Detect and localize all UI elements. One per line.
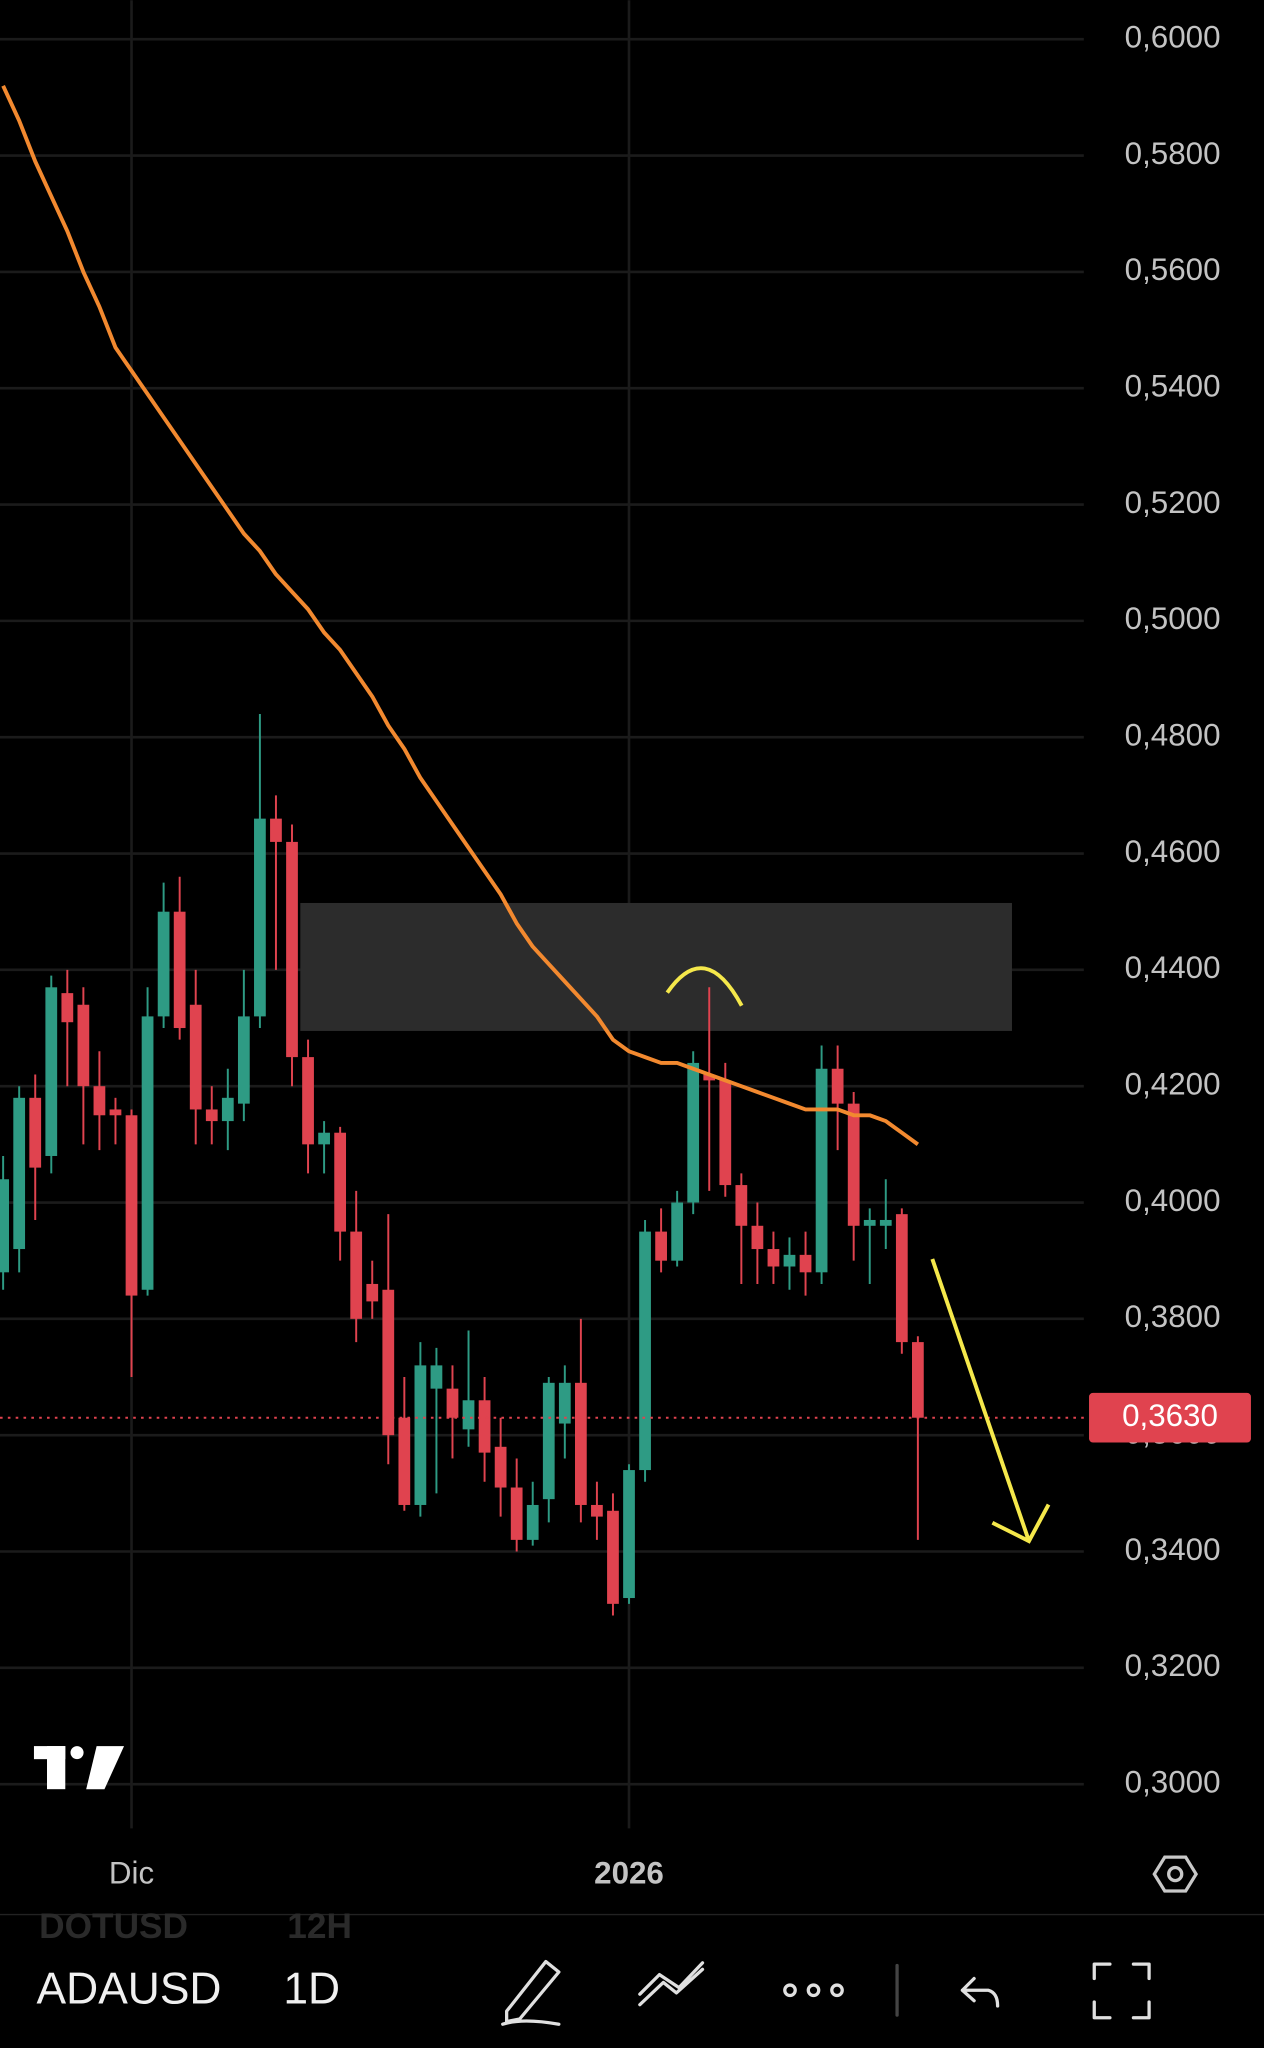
candle-body — [623, 1470, 635, 1599]
y-tick-label: 0,5200 — [1125, 485, 1221, 520]
annotation-arrow — [930, 1258, 1051, 1544]
candle-body — [574, 1382, 587, 1505]
candle-body — [671, 1202, 684, 1261]
candle-body — [655, 1231, 667, 1261]
y-tick-label: 0,3400 — [1125, 1532, 1221, 1567]
candle-body — [478, 1400, 491, 1453]
candle-body — [61, 993, 74, 1023]
candle-body — [366, 1283, 379, 1302]
candle-body — [302, 1057, 314, 1145]
y-tick-label: 0,3000 — [1125, 1764, 1221, 1799]
candle-body — [141, 1016, 154, 1290]
candle-body — [286, 841, 298, 1058]
last-price-label: 0,3630 — [1122, 1398, 1218, 1433]
candle-body — [767, 1249, 780, 1267]
y-tick-label: 0,3200 — [1125, 1648, 1221, 1683]
y-tick-label: 0,5400 — [1125, 369, 1221, 404]
symbol[interactable]: ADAUSD — [37, 1964, 222, 2013]
candle-body — [510, 1487, 523, 1540]
y-tick-label: 0,4000 — [1125, 1183, 1221, 1218]
candle-body — [237, 1016, 250, 1104]
candle-body — [109, 1109, 122, 1116]
undo-button[interactable] — [960, 1976, 1000, 2008]
annotation-arc — [665, 966, 744, 1007]
x-tick-label: 2026 — [594, 1856, 664, 1891]
indicator-button[interactable] — [638, 1961, 705, 2007]
candle-body — [494, 1446, 507, 1488]
candle-body — [157, 911, 170, 1017]
candle-body — [526, 1504, 539, 1540]
candle-body — [831, 1068, 844, 1104]
candle-body — [382, 1289, 395, 1436]
candle-body — [77, 1004, 90, 1087]
candle-body — [350, 1231, 363, 1319]
candle-body — [414, 1365, 427, 1505]
y-tick-label: 0,4800 — [1125, 717, 1221, 752]
candle-body — [687, 1062, 700, 1203]
candle-body — [719, 1080, 732, 1186]
candle-body — [607, 1510, 619, 1604]
y-tick-label: 0,3800 — [1125, 1299, 1221, 1334]
watchlist-symbol[interactable]: DOTUSD — [39, 1907, 188, 1946]
fullscreen-button[interactable] — [1092, 1962, 1151, 2020]
candle-body — [45, 987, 58, 1156]
candle-body — [446, 1388, 459, 1418]
y-tick-label: 0,5000 — [1125, 601, 1221, 636]
last-price-box — [1089, 1392, 1251, 1443]
moving-average — [1, 84, 920, 1146]
candle-body — [29, 1097, 42, 1168]
candle-body — [93, 1086, 106, 1116]
candle-body — [783, 1254, 796, 1267]
candle-body — [318, 1132, 330, 1145]
candle-body — [542, 1382, 555, 1500]
y-tick-label: 0,4200 — [1125, 1066, 1221, 1101]
candle-body — [0, 1179, 10, 1273]
tradingview-logo — [33, 1746, 125, 1790]
candle-body — [13, 1097, 26, 1250]
candle-body — [863, 1219, 876, 1226]
candle-body — [639, 1231, 651, 1471]
candle-body — [254, 818, 266, 1017]
candle-body — [751, 1225, 764, 1250]
candle-body — [398, 1417, 411, 1505]
candle-body — [911, 1342, 924, 1418]
candle-body — [879, 1219, 892, 1226]
candle-body — [895, 1214, 908, 1343]
candle-body — [270, 818, 282, 842]
y-tick-label: 0,6000 — [1125, 20, 1221, 55]
candle-body — [815, 1068, 828, 1273]
x-tick-label: Dic — [109, 1856, 154, 1891]
y-tick-label: 0,5600 — [1125, 252, 1221, 287]
candle-body — [205, 1109, 218, 1122]
y-tick-label: 0,4400 — [1125, 950, 1221, 985]
candle-body — [221, 1097, 234, 1122]
candle-body — [558, 1382, 571, 1424]
draw-button[interactable] — [501, 1959, 561, 2026]
resistance-zone — [300, 902, 1012, 1031]
more-button[interactable] — [783, 1983, 844, 1998]
candle-body — [462, 1400, 475, 1430]
plot — [0, 84, 1090, 1616]
interval[interactable]: 1D — [283, 1964, 340, 2013]
candle-body — [799, 1254, 812, 1273]
candle-body — [591, 1504, 603, 1517]
candle-body — [125, 1115, 138, 1296]
y-tick-label: 0,5800 — [1125, 136, 1221, 171]
candle-body — [430, 1365, 443, 1389]
candle-body — [847, 1103, 860, 1226]
candle-body — [735, 1185, 748, 1226]
watchlist-interval[interactable]: 12H — [287, 1907, 352, 1946]
candle-body — [334, 1132, 347, 1232]
candle-body — [189, 1004, 202, 1110]
candle-body — [173, 911, 186, 1029]
candle-body — [703, 1074, 716, 1081]
settings-button[interactable] — [1152, 1855, 1199, 1893]
y-tick-label: 0,4600 — [1125, 834, 1221, 869]
symbol-fade — [235, 1958, 262, 2025]
